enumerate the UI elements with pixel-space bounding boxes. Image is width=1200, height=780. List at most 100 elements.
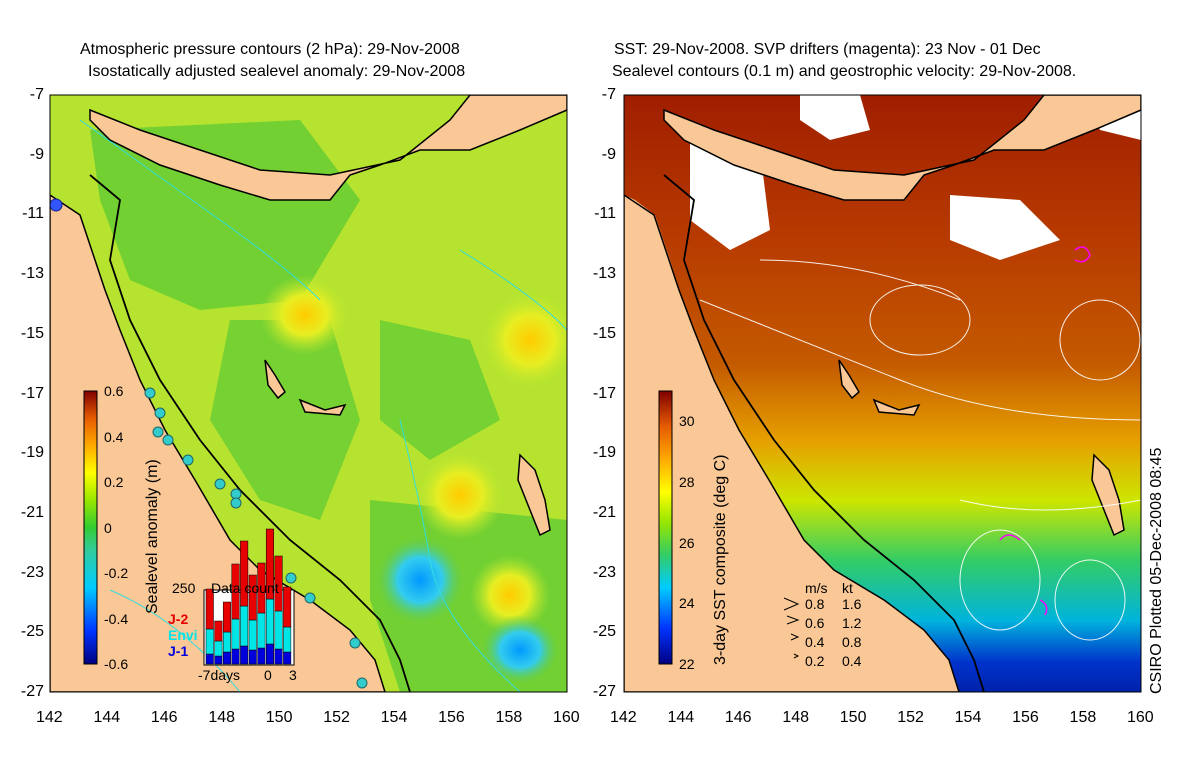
inset-x-label-start: -7days — [198, 667, 241, 683]
velocity-kt-value: 0.8 — [842, 634, 862, 650]
y-tick-label: -25 — [20, 623, 44, 641]
right-map-frame — [623, 94, 1142, 693]
x-tick-label: 146 — [724, 709, 752, 726]
sst-colorbar-label: 3-day SST composite (deg C) — [712, 454, 729, 665]
y-tick-label: -9 — [601, 145, 616, 163]
inset-series-j1: J-1 — [168, 643, 189, 659]
histogram-bar — [205, 588, 214, 630]
histogram-bar — [265, 528, 274, 600]
histogram-bar — [248, 649, 257, 665]
inset-x-label-end: 3 — [289, 667, 297, 683]
velocity-ms-value: 0.4 — [805, 634, 825, 650]
x-tick-label: 142 — [610, 709, 637, 726]
x-tick-label: 148 — [208, 709, 236, 726]
velocity-kt-value: 1.2 — [842, 615, 862, 631]
histogram-bar — [257, 612, 266, 649]
x-tick-label: 158 — [495, 709, 523, 726]
y-tick-label: -21 — [592, 503, 616, 521]
y-tick-label: -19 — [592, 444, 616, 462]
velocity-header-ms: m/s — [805, 580, 828, 596]
y-tick-label: -15 — [592, 324, 616, 342]
histogram-bar — [257, 562, 266, 614]
histogram-bar — [205, 653, 214, 665]
histogram-bar — [231, 648, 240, 665]
x-tick-label: 150 — [265, 709, 293, 726]
sst-colorbar-tick: 30 — [679, 413, 695, 430]
x-tick-label: 154 — [954, 709, 982, 726]
velocity-header-kt: kt — [842, 580, 853, 596]
y-tick-label: -19 — [20, 444, 44, 462]
velocity-legend-arrows — [783, 597, 800, 659]
histogram-bar — [248, 574, 257, 621]
y-tick-label: -7 — [29, 86, 44, 103]
velocity-ms-value: 0.8 — [805, 596, 825, 612]
left-map-frame — [49, 94, 568, 693]
velocity-ms-value: 0.6 — [805, 615, 825, 631]
left-title-line1: Atmospheric pressure contours (2 hPa): 2… — [80, 41, 460, 58]
x-tick-label: 156 — [438, 709, 465, 726]
y-tick-label: -27 — [20, 683, 44, 700]
sla-colorbar — [83, 390, 98, 665]
histogram-bar — [257, 647, 266, 665]
histogram-bar — [274, 648, 283, 665]
credit-text: CSIRO Plotted 05-Dec-2008 08:45 — [1148, 447, 1165, 694]
inset-y-max: 250 — [172, 580, 196, 596]
velocity-ms-value: 0.2 — [805, 653, 825, 669]
right-map — [624, 95, 1141, 692]
sst-colorbar-tick: 26 — [679, 534, 695, 551]
x-tick-label: 144 — [93, 709, 121, 726]
histogram-bar — [274, 555, 283, 612]
histogram-bar — [231, 563, 240, 620]
histogram-bar — [248, 619, 257, 651]
histogram-bar — [240, 540, 249, 607]
right-title-line1: SST: 29-Nov-2008. SVP drifters (magenta)… — [614, 41, 1041, 58]
inset-title: Data count — [211, 580, 279, 596]
y-tick-label: -11 — [594, 205, 616, 223]
x-tick-label: 152 — [323, 709, 350, 726]
data-count-histogram — [203, 528, 295, 666]
x-tick-label: 142 — [36, 709, 63, 726]
histogram-bar — [222, 631, 231, 653]
sla-colorbar-tick: 0.2 — [104, 474, 124, 490]
y-tick-label: -23 — [20, 563, 44, 581]
sla-colorbar-tick: 0 — [104, 519, 112, 536]
histogram-bar — [265, 643, 274, 665]
x-tick-label: 154 — [380, 709, 408, 726]
y-tick-label: -7 — [601, 86, 616, 103]
left-map — [50, 95, 567, 692]
sla-colorbar-label: Sealevel anomaly (m) — [144, 459, 161, 614]
y-tick-label: -17 — [592, 384, 616, 402]
x-tick-label: 146 — [150, 709, 178, 726]
y-tick-label: -15 — [20, 324, 44, 342]
histogram-bar — [205, 628, 214, 655]
histogram-bar — [214, 640, 223, 657]
sst-colorbar — [658, 390, 673, 665]
x-tick-label: 152 — [897, 709, 924, 726]
x-tick-label: 148 — [782, 709, 810, 726]
histogram-bar — [222, 651, 231, 665]
histogram-bar — [283, 651, 292, 665]
y-tick-label: -25 — [592, 623, 616, 641]
y-tick-label: -17 — [20, 384, 44, 402]
sst-colorbar-tick: 22 — [679, 656, 695, 672]
y-tick-label: -9 — [29, 145, 44, 163]
histogram-bar — [283, 626, 292, 653]
histogram-bar — [214, 620, 223, 642]
histogram-bar — [231, 618, 240, 650]
right-title-line2: Sealevel contours (0.1 m) and geostrophi… — [612, 63, 1077, 80]
inset-series-envi: Envi — [168, 627, 198, 643]
y-tick-label: -13 — [20, 265, 44, 283]
x-tick-label: 156 — [1012, 709, 1039, 726]
histogram-bar — [222, 601, 231, 633]
histogram-bar — [240, 645, 249, 665]
sla-colorbar-tick: -0.6 — [104, 656, 129, 672]
x-tick-label: 158 — [1069, 709, 1097, 726]
y-tick-label: -21 — [20, 503, 44, 521]
sla-colorbar-tick: 0.4 — [104, 428, 124, 445]
inset-series-j2: J-2 — [168, 611, 189, 627]
y-tick-label: -27 — [592, 683, 616, 700]
y-tick-label: -23 — [592, 563, 616, 581]
inset-x-label-zero: 0 — [264, 667, 272, 683]
left-title-line2: Isostatically adjusted sealevel anomaly:… — [88, 63, 466, 80]
sla-colorbar-tick: -0.4 — [104, 610, 129, 627]
